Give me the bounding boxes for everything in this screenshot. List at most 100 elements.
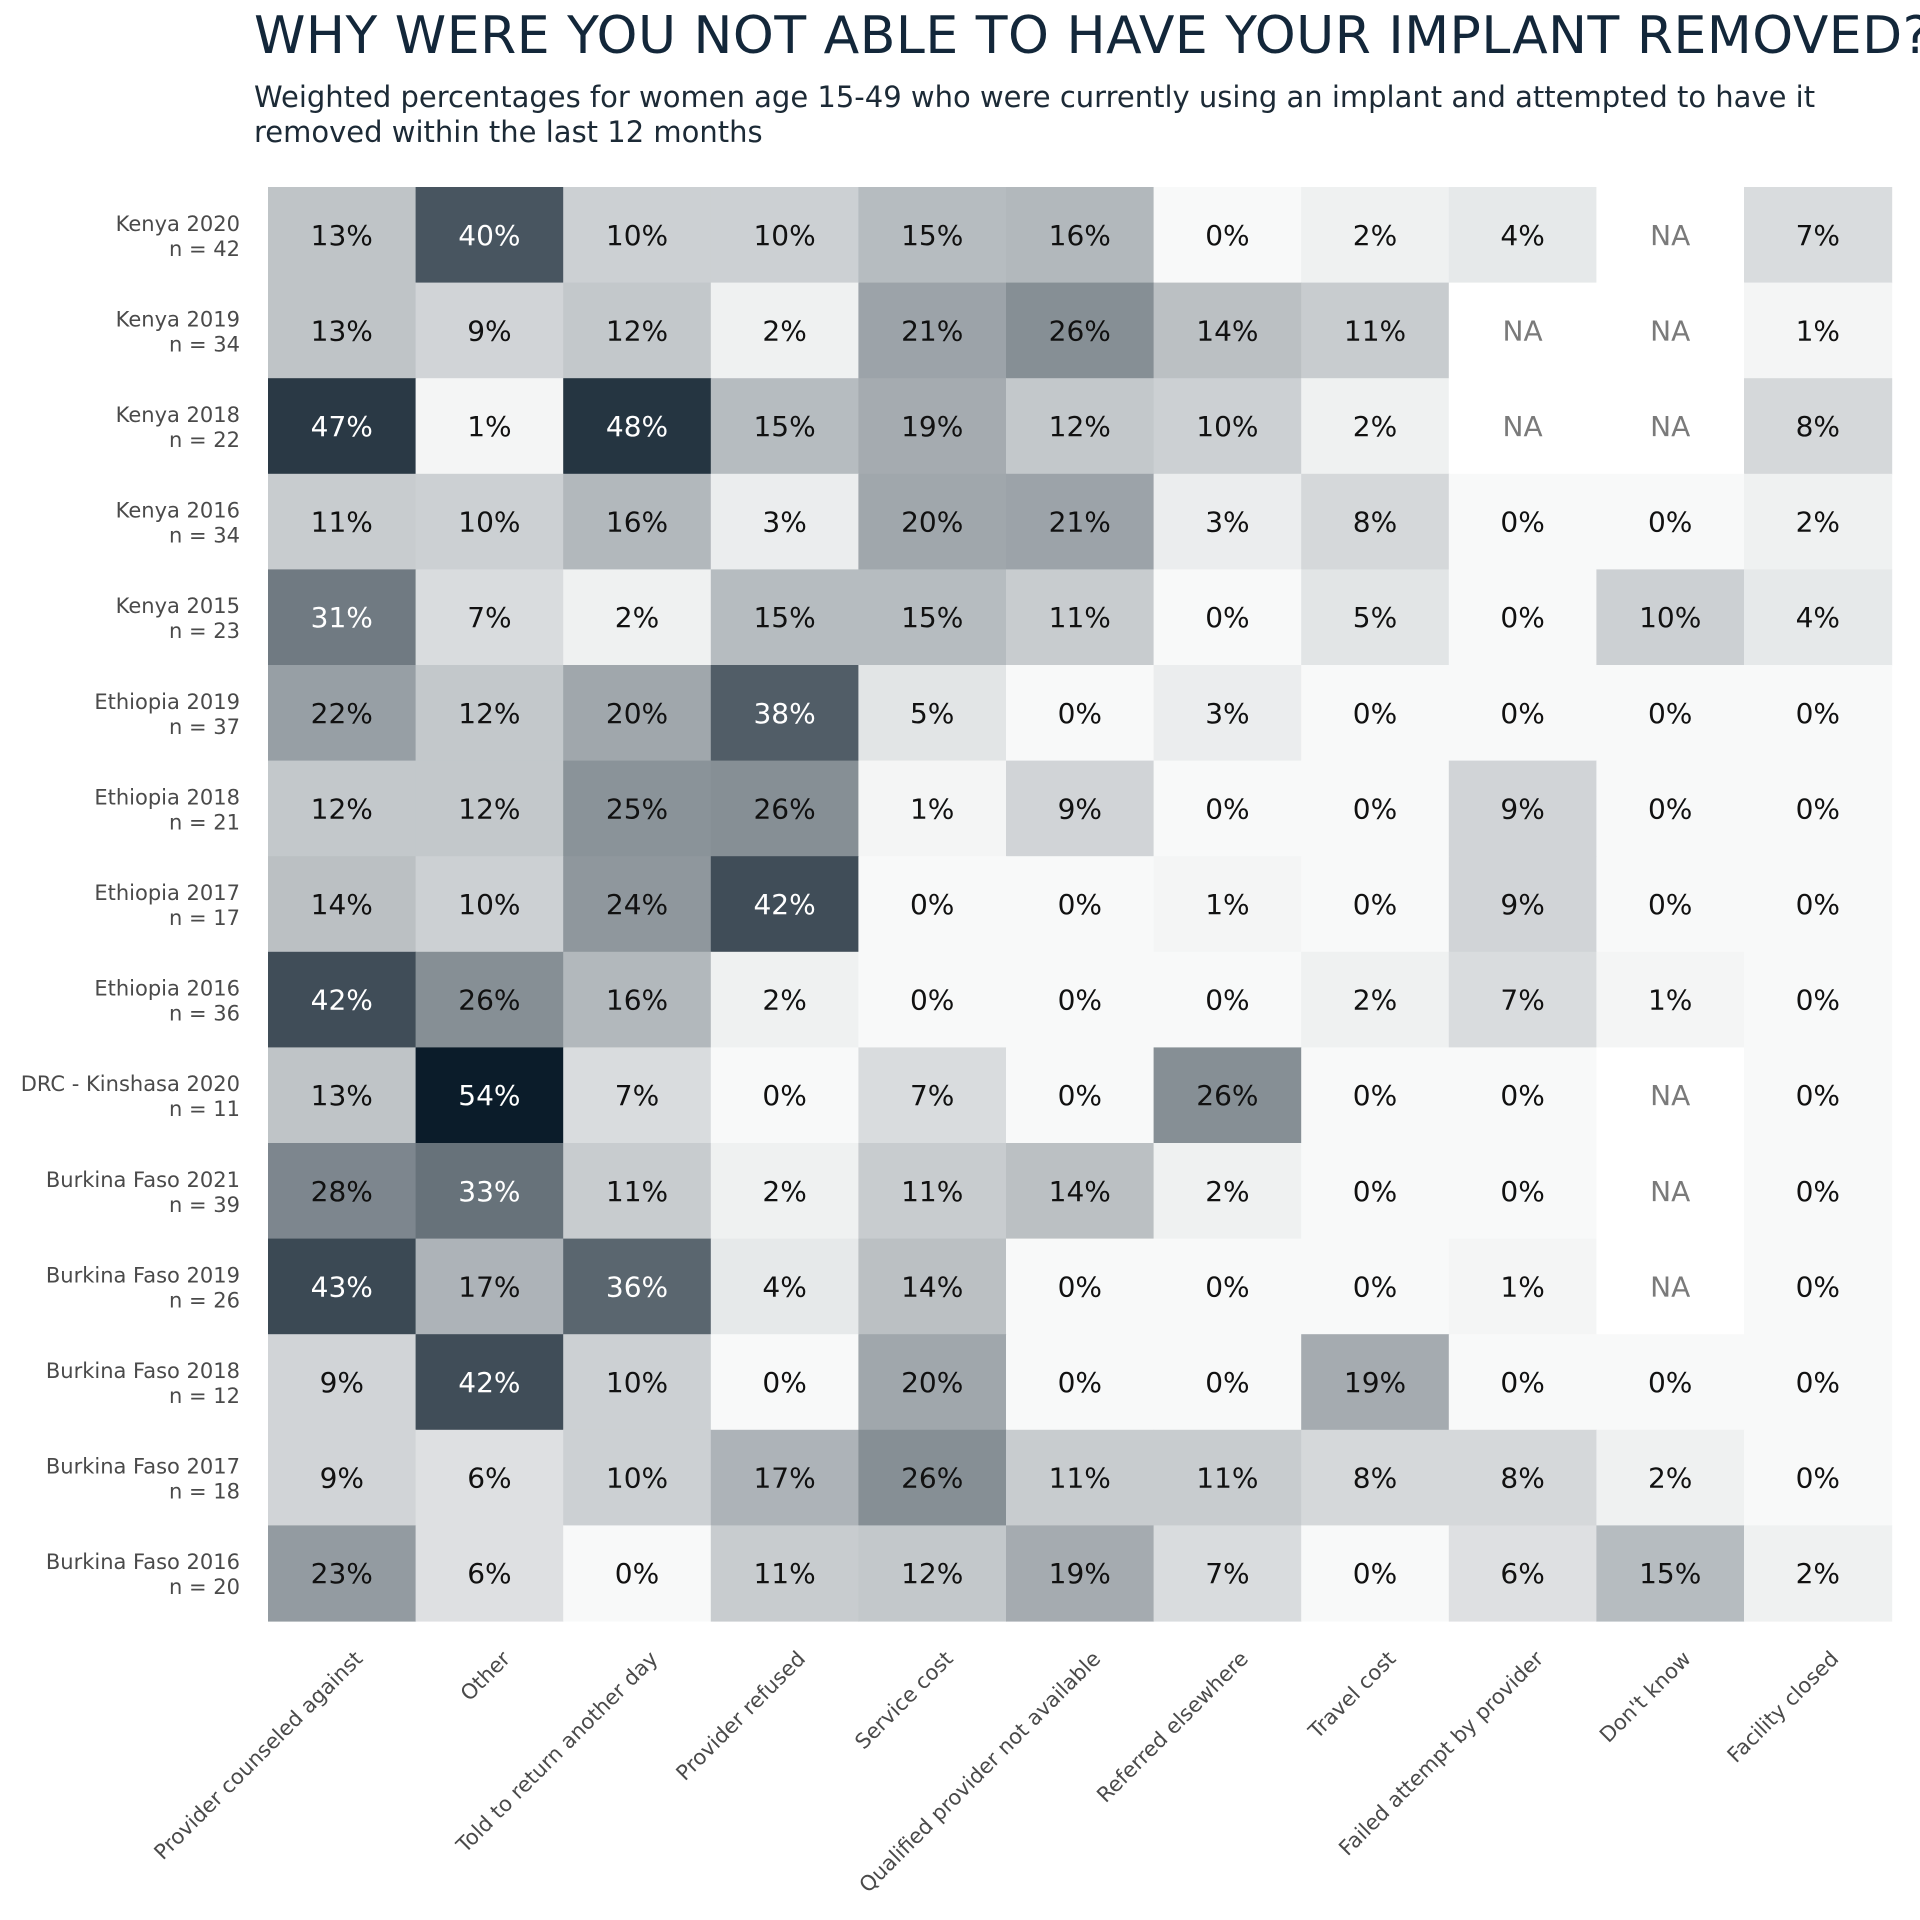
heatmap-cell <box>563 282 712 379</box>
row-sample-size-label: n = 34 <box>169 332 240 356</box>
cell-value-label: 1% <box>1796 314 1840 347</box>
heatmap-cell <box>1448 1525 1597 1622</box>
heatmap-cell <box>1448 1047 1597 1144</box>
cell-value-label: 26% <box>458 984 520 1017</box>
heatmap-cell <box>1744 1334 1893 1431</box>
row-label: Burkina Faso 2016 <box>46 1550 240 1574</box>
cell-value-label: 12% <box>606 314 668 347</box>
heatmap-cell <box>1006 951 1155 1048</box>
cell-value-label: 5% <box>910 697 954 730</box>
cell-value-label: 12% <box>1049 410 1111 443</box>
cell-value-label: 21% <box>901 314 963 347</box>
cell-value-label: 2% <box>762 314 806 347</box>
heatmap-cell <box>1301 1047 1450 1144</box>
heatmap-cell <box>858 951 1007 1048</box>
heatmap-cell <box>1448 1334 1597 1431</box>
cell-value-label: 36% <box>606 1270 668 1303</box>
cell-value-label: 48% <box>606 410 668 443</box>
column-label: Provider refused <box>671 1647 810 1786</box>
cell-value-label: 0% <box>1205 601 1249 634</box>
heatmap-cell <box>1596 473 1745 570</box>
heatmap-cell <box>563 473 712 570</box>
heatmap-cell <box>1744 1525 1893 1622</box>
cell-value-label: 0% <box>1500 1175 1544 1208</box>
heatmap-cell <box>1596 1525 1745 1622</box>
heatmap-cell <box>710 378 859 475</box>
heatmap-cell <box>710 473 859 570</box>
cell-value-label: 0% <box>1648 1366 1692 1399</box>
cell-value-label: 0% <box>1205 219 1249 252</box>
heatmap-cell <box>710 187 859 284</box>
heatmap-cell <box>1153 569 1302 666</box>
cell-value-label: 0% <box>1353 1175 1397 1208</box>
cell-value-label: 42% <box>311 984 373 1017</box>
cell-value-label: 0% <box>1205 984 1249 1017</box>
cell-value-label: 10% <box>458 888 520 921</box>
cell-value-label: 0% <box>1796 1366 1840 1399</box>
heatmap-cell <box>268 282 417 379</box>
cell-value-label: 2% <box>1353 219 1397 252</box>
heatmap-cell <box>268 1143 417 1240</box>
cell-value-label: 0% <box>762 1079 806 1112</box>
cell-value-label: 15% <box>901 219 963 252</box>
heatmap-cell <box>1006 1238 1155 1335</box>
heatmap-cell <box>1744 1429 1893 1526</box>
cell-value-label: 9% <box>1500 792 1544 825</box>
cell-value-label: 4% <box>1796 601 1840 634</box>
heatmap-cell <box>710 1143 859 1240</box>
cell-value-label: 23% <box>311 1557 373 1590</box>
cell-value-label: 20% <box>901 506 963 539</box>
heatmap-cell <box>858 1334 1007 1431</box>
column-label: Other <box>456 1646 515 1705</box>
cell-value-label: NA <box>1650 1079 1690 1112</box>
heatmap-cell <box>1301 760 1450 857</box>
heatmap-cell <box>1301 1525 1450 1622</box>
cell-value-label: 12% <box>311 792 373 825</box>
heatmap-cell <box>563 1238 712 1335</box>
cell-value-label: 0% <box>1796 1462 1840 1495</box>
heatmap-cell <box>415 282 564 379</box>
cell-value-label: 0% <box>762 1366 806 1399</box>
heatmap-cell <box>1301 1334 1450 1431</box>
cell-value-label: 0% <box>1648 792 1692 825</box>
heatmap-cell <box>1301 951 1450 1048</box>
cell-value-label: 6% <box>467 1557 511 1590</box>
row-label: Kenya 2019 <box>116 307 240 331</box>
cell-value-label: 0% <box>1796 792 1840 825</box>
heatmap-cell <box>1596 1429 1745 1526</box>
column-label: Travel cost <box>1303 1647 1400 1744</box>
cell-value-label: 40% <box>458 219 520 252</box>
cell-value-label: 3% <box>1205 697 1249 730</box>
heatmap-cell <box>1596 378 1745 475</box>
row-sample-size-label: n = 17 <box>169 906 240 930</box>
cell-value-label: 2% <box>1648 1462 1692 1495</box>
cell-value-label: 2% <box>1205 1175 1249 1208</box>
heatmap-cell <box>710 1047 859 1144</box>
row-sample-size-label: n = 20 <box>169 1575 240 1599</box>
cell-value-label: 26% <box>753 792 815 825</box>
cell-value-label: 16% <box>606 506 668 539</box>
cell-value-label: 15% <box>753 410 815 443</box>
heatmap-cell <box>1744 1238 1893 1335</box>
row-label: Ethiopia 2018 <box>94 785 240 809</box>
row-label: DRC - Kinshasa 2020 <box>21 1072 240 1096</box>
column-label: Referred elsewhere <box>1092 1647 1253 1808</box>
cell-value-label: 11% <box>311 506 373 539</box>
heatmap-cell <box>563 1334 712 1431</box>
heatmap-cell <box>415 951 564 1048</box>
cell-value-label: 0% <box>1648 506 1692 539</box>
cell-value-label: 0% <box>1353 1270 1397 1303</box>
heatmap-cell <box>1744 951 1893 1048</box>
heatmap-cells: 13% 40% 10% 10% 15% 16% 0% 2% 4% NA 7% 13% 9% 12% 2% 21… <box>268 187 1893 1622</box>
heatmap-cell <box>415 187 564 284</box>
cell-value-label: 19% <box>1049 1557 1111 1590</box>
heatmap-cell <box>1744 856 1893 953</box>
heatmap-cell <box>268 665 417 762</box>
cell-value-label: 0% <box>1353 888 1397 921</box>
cell-value-label: 1% <box>467 410 511 443</box>
heatmap-cell <box>1153 951 1302 1048</box>
heatmap-cell <box>1448 856 1597 953</box>
heatmap-cell <box>1006 187 1155 284</box>
heatmap-cell <box>710 856 859 953</box>
